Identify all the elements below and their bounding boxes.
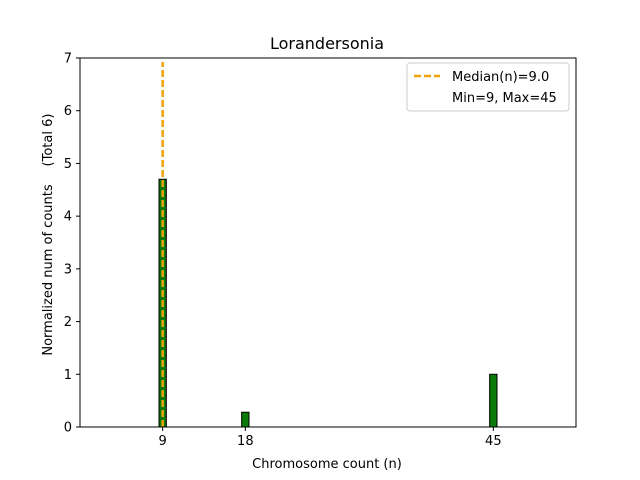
legend: Median(n)=9.0 Min=9, Max=45 xyxy=(406,62,570,112)
plot-background xyxy=(80,58,576,427)
y-axis-label-total: (Total 6) xyxy=(41,114,56,167)
y-tick-label-2: 2 xyxy=(64,315,72,330)
x-tick-label-45: 45 xyxy=(485,434,502,449)
y-tick-label-0: 0 xyxy=(64,421,72,436)
y-tick-label-7: 7 xyxy=(64,52,72,67)
y-tick-label-5: 5 xyxy=(64,157,72,172)
legend-box xyxy=(406,62,570,112)
x-tick-label-18: 18 xyxy=(237,434,254,449)
legend-median-label: Median(n)=9.0 xyxy=(452,70,549,85)
axes-frame xyxy=(79,57,577,428)
y-tick-label-4: 4 xyxy=(64,210,72,225)
x-tick-label-9: 9 xyxy=(159,434,167,449)
y-axis-label: Normalized num of counts xyxy=(41,184,56,355)
y-tick-label-3: 3 xyxy=(64,262,72,277)
y-tick-label-6: 6 xyxy=(64,104,72,119)
bar-45 xyxy=(489,373,498,428)
chart-title: Lorandersonia xyxy=(270,34,384,53)
y-tick-label-1: 1 xyxy=(64,368,72,383)
x-axis-label: Chromosome count (n) xyxy=(252,457,402,472)
legend-range-label: Min=9, Max=45 xyxy=(452,91,557,106)
plot-area xyxy=(80,58,576,427)
bar-18 xyxy=(241,411,250,428)
